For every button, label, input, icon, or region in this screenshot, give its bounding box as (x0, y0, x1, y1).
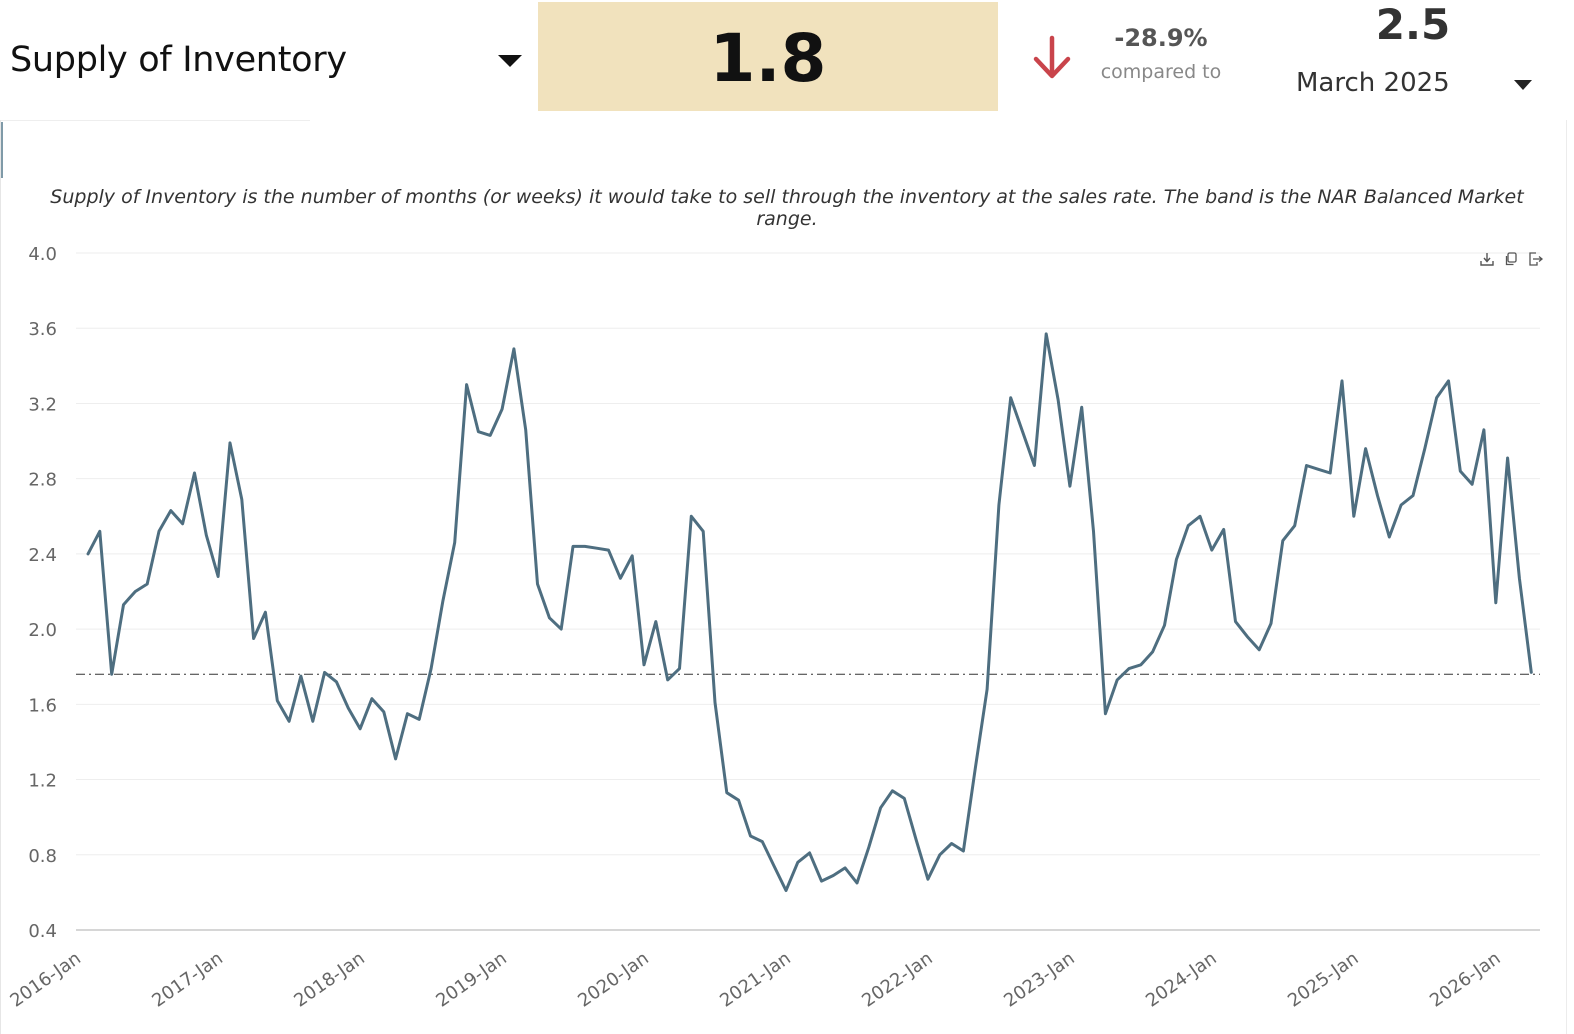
current-value: 1.8 (709, 20, 827, 97)
panel-divider (0, 120, 310, 121)
x-axis-ticks: 2016-Jan 2017-Jan 2018-Jan 2019-Jan 2020-Jan… (6, 948, 1504, 1012)
y-tick-label: 1.6 (28, 695, 57, 716)
current-value-box: 1.8 (538, 2, 998, 111)
y-tick-label: 4.0 (28, 244, 57, 265)
y-tick-label: 2.0 (28, 620, 57, 641)
x-tick-label: 2026-Jan (1426, 948, 1504, 1012)
y-tick-label: 0.4 (28, 921, 57, 942)
period-dropdown-caret-icon[interactable] (1514, 80, 1532, 90)
x-tick-label: 2018-Jan (290, 948, 368, 1012)
x-tick-label: 2016-Jan (6, 948, 84, 1012)
chart-toolbar (1478, 250, 1544, 268)
y-tick-label: 0.8 (28, 846, 57, 867)
x-tick-label: 2023-Jan (1000, 948, 1078, 1012)
y-tick-label: 2.4 (28, 545, 57, 566)
x-tick-label: 2024-Jan (1142, 948, 1220, 1012)
y-tick-label: 3.2 (28, 394, 57, 415)
x-tick-label: 2022-Jan (858, 948, 936, 1012)
chart-description: Supply of Inventory is the number of mon… (50, 186, 1524, 230)
supply-line-chart: 0.40.81.21.62.02.42.83.23.64.0 2016-Jan 2… (6, 244, 1544, 1012)
y-axis-ticks: 0.4 0.8 1.2 1.6 2.0 2.4 2.8 3.2 3.6 4.0 (28, 244, 57, 942)
grid-lines (76, 252, 1540, 931)
down-arrow-icon (1033, 35, 1071, 79)
compared-to-label: compared to (1100, 61, 1222, 83)
compare-value: 2.5 (1375, 0, 1451, 49)
panel-accent (1, 122, 3, 178)
y-tick-label: 3.6 (28, 319, 57, 340)
x-tick-label: 2017-Jan (148, 948, 226, 1012)
metric-dropdown-caret-icon[interactable] (498, 55, 522, 67)
download-icon[interactable] (1478, 250, 1496, 268)
y-tick-label: 1.2 (28, 771, 57, 792)
metric-title: Supply of Inventory (10, 40, 347, 80)
series-line (86, 332, 1533, 892)
export-icon[interactable] (1526, 250, 1544, 268)
x-tick-label: 2020-Jan (574, 948, 652, 1012)
x-tick-label: 2025-Jan (1284, 948, 1362, 1012)
copy-icon[interactable] (1502, 250, 1520, 268)
x-tick-label: 2021-Jan (716, 948, 794, 1012)
compare-period-select[interactable]: March 2025 (1296, 68, 1450, 98)
panel-border-right (1566, 120, 1567, 1034)
series-group (86, 332, 1533, 892)
change-percent: -28.9% (1114, 24, 1208, 52)
x-tick-label: 2019-Jan (432, 948, 510, 1012)
panel-border-left (0, 120, 1, 1034)
y-tick-label: 2.8 (28, 470, 57, 491)
